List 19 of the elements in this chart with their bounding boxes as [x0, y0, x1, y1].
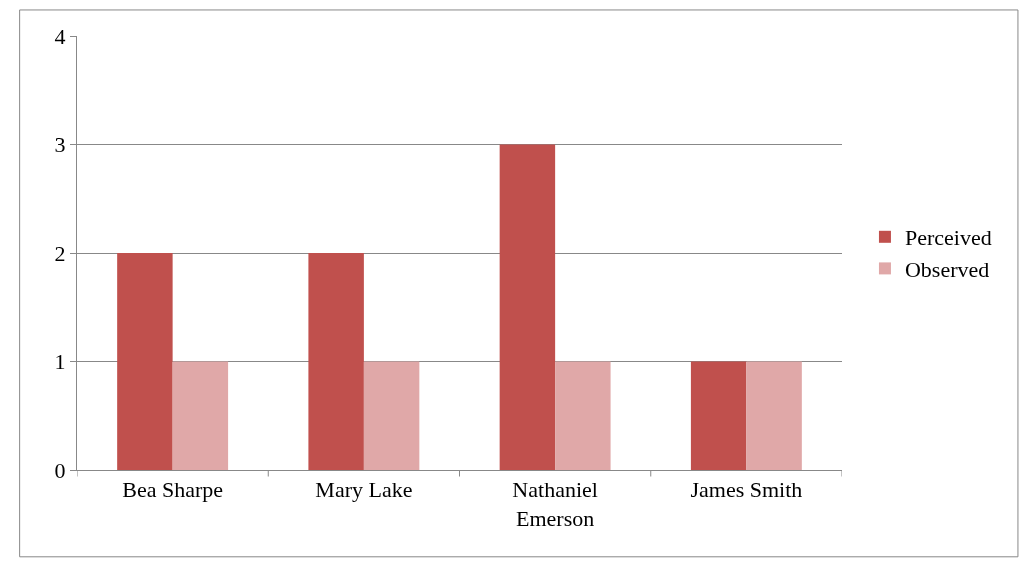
legend-label: Perceived	[904, 225, 992, 251]
bar	[117, 253, 173, 470]
y-tick-label: 2	[54, 240, 66, 266]
y-tick-label: 3	[54, 132, 66, 158]
bar	[499, 144, 556, 470]
x-tick-label: James Smith	[690, 477, 803, 503]
bar	[172, 361, 229, 470]
y-tick-label: 4	[54, 23, 66, 49]
y-tick-label: 1	[54, 349, 66, 375]
y-tick-label: 0	[54, 457, 66, 483]
bar	[690, 361, 747, 470]
bar	[746, 361, 802, 470]
legend-label: Observed	[904, 256, 990, 282]
x-tick-label: Bea Sharpe	[122, 477, 224, 503]
x-tick-label: Nathaniel Emerson	[512, 477, 598, 531]
x-tick-label: Mary Lake	[315, 477, 413, 503]
bar	[555, 361, 611, 470]
bar	[308, 253, 364, 470]
bar	[363, 361, 420, 470]
